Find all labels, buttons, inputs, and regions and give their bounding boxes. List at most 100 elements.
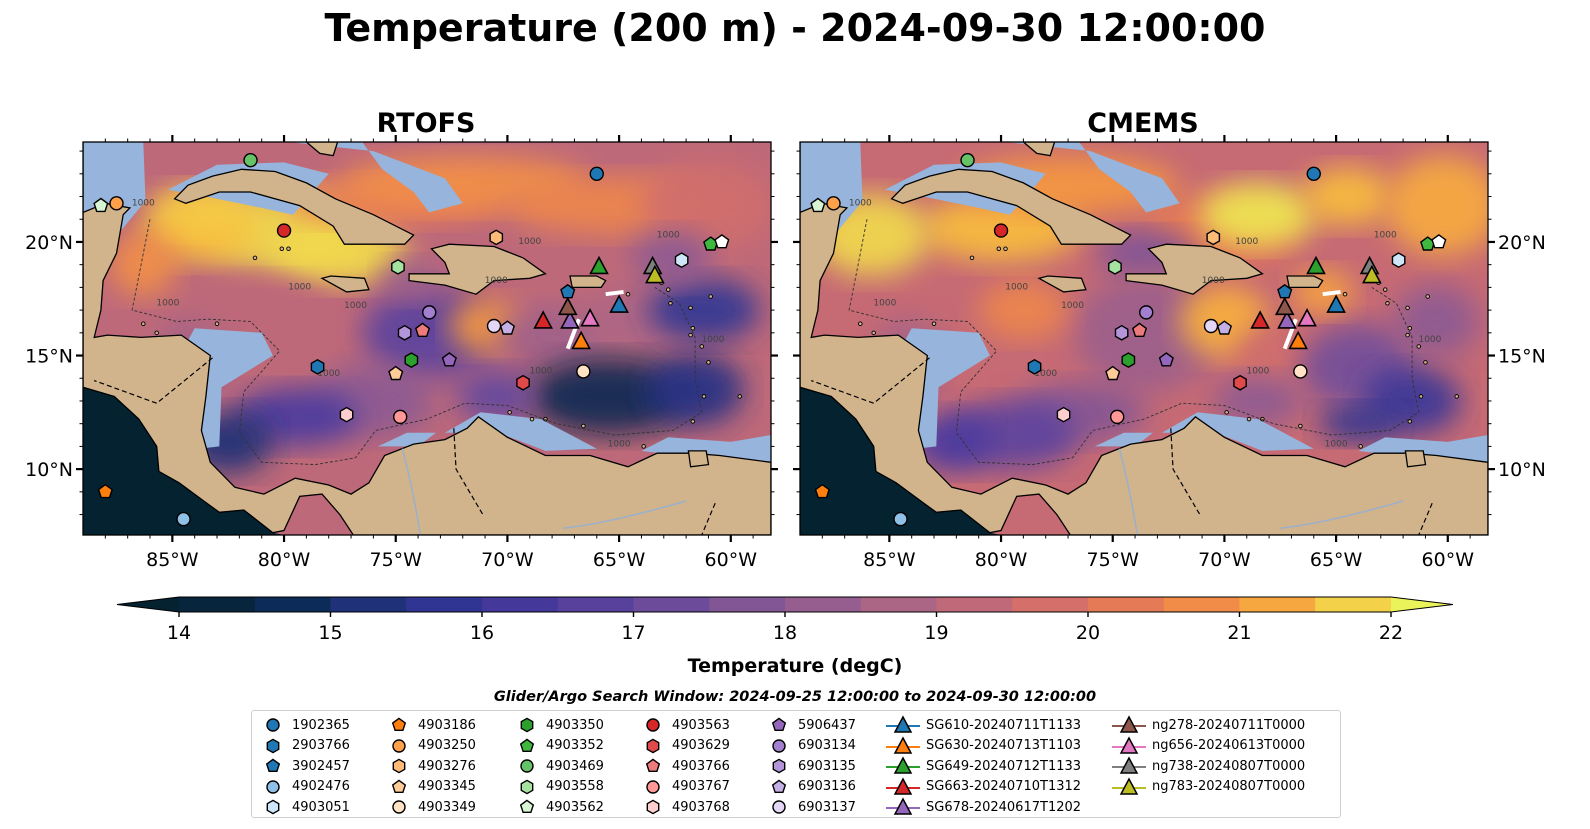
legend-marker-shape [392,758,406,774]
small-island [1423,360,1428,365]
temperature-anomaly [1074,273,1218,392]
glider-marker [580,307,600,327]
legend-marker [266,799,280,815]
small-island [1405,305,1410,311]
argo-float-marker [404,352,419,369]
argo-float-marker [826,196,841,211]
y-tick-label: 20°N [1498,232,1546,254]
legend-marker-shape [1119,736,1139,754]
small-island [214,321,220,326]
temperature-anomaly [1318,405,1399,442]
legend-marker [646,718,660,732]
observation-markers [810,152,1447,527]
glider-marker [589,255,609,275]
land-central-america [800,142,1488,535]
axis-ticks: 85°W 80°W 75°W 70°W 65°W 60°W 20°N 15°N 10°N [25,135,778,571]
colorbar-tick-label: 15 [318,622,342,644]
argo-float-marker [93,197,109,213]
argo-float-marker [674,252,689,269]
small-island [701,394,707,399]
small-island [931,321,937,326]
legend-item-argo: 4903768 [640,797,730,818]
small-island [1407,419,1413,424]
legend-item-glider: SG649-20240712T1133 [886,756,1081,777]
small-island [141,321,146,326]
legend-title: Glider/Argo Search Window: 2024-09-25 12… [493,689,1097,705]
small-island [1416,344,1422,349]
legend-item-argo: 6903137 [766,797,856,818]
colorbar-segment [1315,597,1392,612]
small-island [737,394,742,399]
colorbar: 14 15 16 17 18 19 20 21 22 [116,596,1454,644]
legend-marker [886,756,920,774]
legend-marker-shape [771,779,787,793]
legend-item-argo: 4903562 [514,797,604,818]
x-tick-label: 70°W [481,549,534,571]
small-island [154,330,159,336]
legend-marker-shape [646,780,660,794]
y-tick-label: 15°N [1498,346,1546,368]
legend-marker [520,779,534,795]
argo-float-marker [893,511,908,527]
land-hispaniola [408,243,547,295]
legend-marker [646,799,660,815]
small-island [1358,444,1363,449]
isobath-label: 1000 [849,199,872,209]
argo-float-marker [97,483,113,499]
legend-item-argo: 6903134 [766,736,856,757]
glider-marker [533,310,553,329]
isobath-label: 1000 [518,237,541,247]
legend-item-argo: 4903563 [640,715,730,736]
legend-marker [886,797,920,815]
legend-marker [392,758,406,774]
legend-marker [1112,777,1146,795]
colorbar-segment [1239,597,1316,612]
colorbar-segment [557,597,634,612]
legend-item-argo: 6903136 [766,777,856,798]
land-jamaica [320,275,370,293]
argo-float-marker [339,406,354,423]
legend-label: 4902476 [292,779,350,795]
pacific-cold-region [800,387,1001,535]
legend-marker-shape [772,758,786,774]
isobath-label: 1000 [344,301,367,311]
land-puerto-rico [1286,275,1324,289]
isobath-label: 1000 [1235,237,1258,247]
legend-item-glider: SG630-20240713T1103 [886,736,1081,757]
legend-marker [646,780,660,794]
glider-marker [1250,310,1270,329]
shallow-shelf [288,142,463,213]
small-island [858,321,863,326]
legend-marker-shape [646,718,660,732]
legend-item-glider: SG663-20240710T1312 [886,777,1081,798]
colorbar-segment [254,597,331,612]
legend: 1902365 2903766 3902457 4902476 4903051 49031… [251,710,1341,818]
argo-float-marker [1056,406,1071,423]
colorbar-segment [709,597,786,612]
argo-float-marker [714,234,730,249]
small-island [996,246,1002,252]
small-island [1418,394,1424,399]
isobath-label: 1000 [1202,276,1225,286]
small-island [690,326,696,331]
isobath-label: 1000 [1005,283,1028,293]
glider-marker [557,296,578,316]
small-island [581,423,586,429]
legend-marker-shape [520,779,534,795]
legend-label: 4903629 [672,738,730,754]
colorbar-tick-label: 16 [470,622,494,644]
argo-float-marker [1105,365,1121,381]
small-island [1298,423,1303,429]
isobath-label: 1000 [1034,369,1057,379]
map-panel-cmems: 1000 1000 1000 1000 1000 1000 1000 1000 1000 1000… [793,135,1546,571]
legend-marker-shape [893,736,913,754]
river [401,448,687,535]
argo-float-marker [1293,364,1308,379]
small-island [699,344,705,349]
legend-marker [266,718,280,732]
legend-marker [391,717,407,732]
observation-markers [93,152,730,527]
argo-float-marker [1431,234,1447,249]
legend-label: 4903349 [418,799,476,815]
